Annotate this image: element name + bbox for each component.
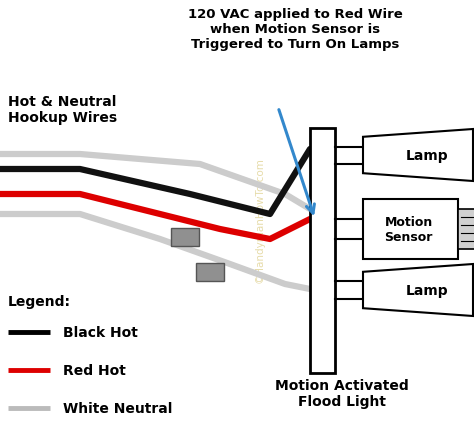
Text: ©HandymanHowTo.com: ©HandymanHowTo.com: [255, 157, 265, 283]
Bar: [310, 129, 335, 373]
Text: Red Hot: Red Hot: [63, 363, 126, 377]
Text: White Neutral: White Neutral: [63, 401, 173, 415]
Text: Motion Activated
Flood Light: Motion Activated Flood Light: [275, 378, 409, 408]
Text: Legend:: Legend:: [8, 294, 71, 308]
Text: Hot & Neutral
Hookup Wires: Hot & Neutral Hookup Wires: [8, 95, 117, 125]
Bar: [171, 229, 199, 247]
Polygon shape: [363, 265, 473, 316]
Text: 120 VAC applied to Red Wire
when Motion Sensor is
Triggered to Turn On Lamps: 120 VAC applied to Red Wire when Motion …: [188, 8, 402, 51]
Text: Motion
Sensor: Motion Sensor: [384, 215, 433, 244]
Polygon shape: [363, 130, 473, 182]
Text: Black Hot: Black Hot: [63, 325, 138, 339]
Bar: [363, 200, 458, 259]
Bar: [196, 263, 224, 281]
Bar: [458, 209, 474, 249]
Text: Lamp: Lamp: [405, 148, 448, 162]
Text: Lamp: Lamp: [405, 283, 448, 297]
